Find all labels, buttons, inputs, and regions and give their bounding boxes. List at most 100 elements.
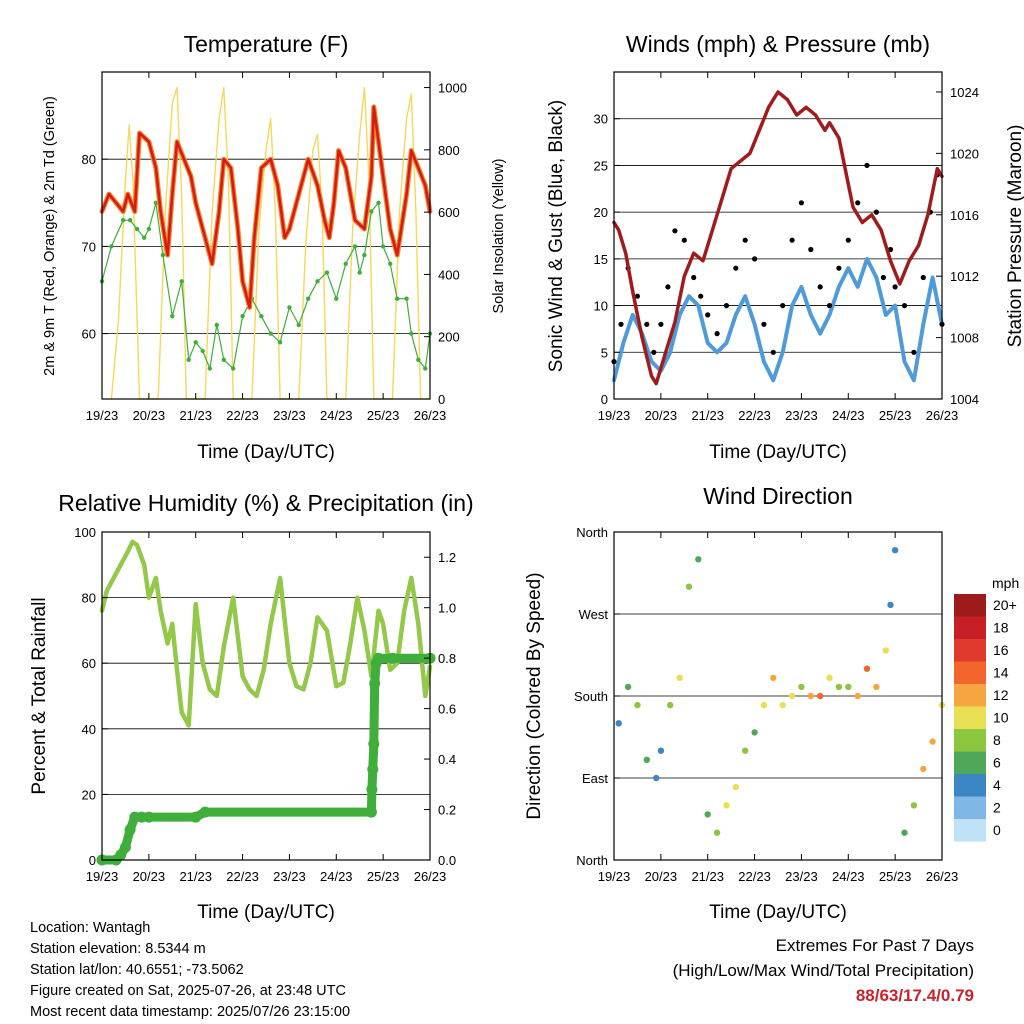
- timestamp-text: Most recent data timestamp: 2025/07/26 2…: [30, 1004, 351, 1020]
- humidity-xtick-label: 24/23: [320, 869, 353, 884]
- wind-speed-line: [612, 256, 944, 383]
- legend-swatch: [954, 594, 986, 617]
- gust-point: [817, 284, 823, 290]
- temperature-xtick-label: 23/23: [273, 408, 306, 423]
- gust-point: [681, 237, 687, 243]
- winds-xtick-label: 24/23: [832, 408, 865, 423]
- humidity-ytick-label: 100: [74, 525, 96, 540]
- dewpoint-point: [134, 226, 140, 232]
- direction-point: [835, 683, 843, 691]
- winds-ylabel-right: Station Pressure (Maroon): [1005, 125, 1024, 348]
- dewpoint-point: [231, 366, 236, 371]
- gust-point: [920, 274, 926, 281]
- direction-ylabel-left: Direction (Colored By Speed): [524, 572, 545, 819]
- gust-point: [665, 284, 671, 290]
- humidity-ytick-label: 40: [82, 722, 96, 737]
- direction-point: [643, 756, 650, 763]
- gust-point: [634, 293, 641, 299]
- direction-point: [910, 802, 918, 809]
- dewpoint-line: [101, 202, 431, 370]
- gust-point: [780, 303, 786, 309]
- gust-point: [855, 200, 861, 206]
- dewpoint-point: [395, 296, 400, 301]
- dewpoint-point: [240, 314, 245, 319]
- direction-ytick-label: North: [576, 525, 608, 540]
- direction-point: [826, 674, 833, 681]
- gust-point: [752, 256, 758, 262]
- direction-point: [760, 701, 768, 709]
- humidity-y2tick-label: 0.0: [438, 853, 456, 868]
- temperature-title: Temperature (F): [184, 31, 349, 57]
- temperature-ylabel-left: 2m & 9m T (Red, Orange) & 2m Td (Green): [42, 96, 58, 376]
- precip-point: [367, 763, 379, 775]
- direction-point: [863, 665, 871, 672]
- elevation-text: Station elevation: 8.5344 m: [30, 941, 206, 957]
- legend-label: 2: [993, 800, 1001, 816]
- direction-point: [667, 701, 674, 709]
- legend-label: 10: [993, 710, 1009, 726]
- temperature-y2tick-label: 600: [438, 205, 460, 220]
- precip-point: [373, 652, 384, 664]
- direction-xtick-label: 21/23: [691, 869, 724, 884]
- temperature-xtick-label: 26/23: [414, 408, 447, 423]
- direction-point: [788, 692, 796, 700]
- precip-point: [368, 738, 380, 750]
- winds-ylabel-left: Sonic Wind & Gust (Blue, Black): [546, 100, 567, 372]
- humidity-xtick-label: 23/23: [273, 869, 306, 884]
- direction-title: Wind Direction: [703, 483, 853, 509]
- dewpoint-point: [380, 244, 386, 249]
- winds-xlabel: Time (Day/UTC): [709, 442, 847, 463]
- temperature-2m-line: [100, 105, 432, 309]
- location-text: Location: Wantagh: [30, 920, 151, 936]
- legend-swatch: [954, 684, 986, 707]
- direction-xtick-label: 20/23: [645, 869, 678, 884]
- dewpoint-point: [160, 252, 166, 258]
- temperature-xlabel: Time (Day/UTC): [197, 442, 335, 463]
- direction-xtick-label: 22/23: [738, 869, 771, 884]
- dewpoint-point: [343, 261, 348, 266]
- temperature-9m-line: [99, 104, 433, 310]
- humidity-ytick-label: 60: [82, 656, 96, 671]
- humidity-xtick-label: 19/23: [86, 869, 119, 884]
- gust-point: [845, 237, 851, 243]
- direction-point: [845, 683, 852, 691]
- humidity-y2tick-label: 0.4: [438, 752, 456, 767]
- winds-xtick-label: 19/23: [598, 408, 631, 423]
- humidity-frame: [101, 531, 431, 861]
- direction-xtick-label: 23/23: [785, 869, 818, 884]
- gust-point: [691, 274, 697, 281]
- precip-point: [143, 811, 155, 823]
- dewpoint-point: [315, 279, 320, 284]
- direction-xtick-label: 25/23: [879, 869, 912, 884]
- dewpoint-point: [186, 357, 191, 362]
- legend-swatch: [954, 729, 986, 752]
- winds-ytick-label: 20: [594, 205, 608, 220]
- legend-swatch: [954, 751, 986, 774]
- direction-point: [873, 683, 880, 691]
- gust-point: [651, 349, 657, 355]
- direction-point: [882, 647, 889, 654]
- legend-swatch: [954, 661, 986, 684]
- dewpoint-point: [268, 331, 273, 336]
- direction-point: [798, 683, 805, 691]
- direction-point: [887, 601, 894, 609]
- temperature-ytick-label: 60: [82, 327, 96, 342]
- direction-point: [723, 802, 730, 809]
- direction-point: [676, 674, 683, 681]
- winds-title: Winds (mph) & Pressure (mb): [626, 31, 930, 57]
- gust-point: [880, 274, 887, 281]
- dewpoint-point: [306, 296, 311, 301]
- gust-point: [826, 303, 833, 309]
- gust-point: [698, 293, 704, 299]
- humidity-xtick-label: 20/23: [133, 869, 166, 884]
- winds-ytick-label: 30: [594, 112, 608, 127]
- humidity-xtick-label: 26/23: [414, 869, 447, 884]
- winds-y2tick-label: 1008: [950, 331, 979, 346]
- winds-y2tick-label: 1004: [950, 392, 979, 407]
- gust-point: [864, 162, 870, 168]
- dewpoint-point: [120, 218, 126, 223]
- gust-point: [672, 228, 678, 234]
- temperature-xtick-label: 19/23: [86, 408, 119, 423]
- legend-label: 16: [993, 642, 1009, 658]
- dewpoint-point: [153, 200, 159, 205]
